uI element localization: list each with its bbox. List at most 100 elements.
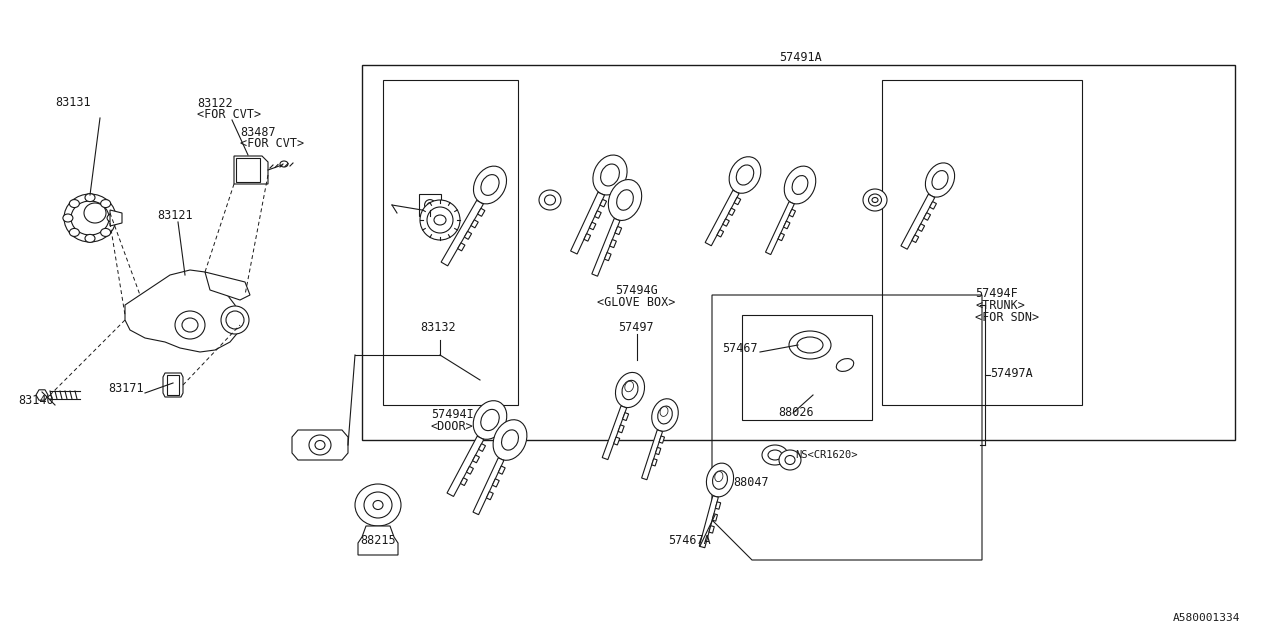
Text: NS<CR1620>: NS<CR1620> (795, 450, 858, 460)
Ellipse shape (69, 228, 79, 236)
Text: 57497: 57497 (618, 321, 654, 333)
Bar (584, 234, 590, 241)
Ellipse shape (227, 311, 244, 329)
Ellipse shape (69, 200, 79, 207)
Text: 57467: 57467 (722, 342, 758, 355)
Bar (918, 224, 924, 232)
Polygon shape (163, 373, 183, 397)
Ellipse shape (502, 430, 518, 450)
Ellipse shape (315, 440, 325, 449)
Bar (929, 202, 937, 209)
Ellipse shape (493, 420, 527, 460)
Ellipse shape (434, 215, 445, 225)
Ellipse shape (428, 203, 433, 207)
Text: 83121: 83121 (157, 209, 192, 221)
Ellipse shape (730, 157, 760, 193)
Text: 57491A: 57491A (778, 51, 822, 63)
Bar (479, 444, 485, 451)
Ellipse shape (101, 200, 110, 207)
Ellipse shape (84, 203, 106, 223)
Ellipse shape (660, 406, 668, 417)
Bar (716, 502, 721, 509)
Bar (613, 437, 620, 445)
Bar (705, 190, 739, 246)
Ellipse shape (797, 337, 823, 353)
Ellipse shape (869, 194, 882, 206)
Text: 88215: 88215 (360, 534, 396, 547)
Ellipse shape (175, 311, 205, 339)
Bar (166, 375, 179, 395)
Bar (614, 227, 622, 235)
Text: A580001334: A580001334 (1172, 613, 1240, 623)
Ellipse shape (108, 214, 116, 222)
Ellipse shape (544, 195, 556, 205)
Ellipse shape (474, 401, 507, 439)
Polygon shape (125, 270, 241, 352)
Bar (236, 158, 260, 182)
Text: <FOR CVT>: <FOR CVT> (241, 136, 305, 150)
Bar (571, 192, 604, 254)
Ellipse shape (925, 163, 955, 197)
Ellipse shape (481, 175, 499, 195)
Text: <TRUNK>: <TRUNK> (975, 298, 1025, 312)
Bar (458, 243, 465, 251)
Bar (765, 202, 795, 255)
Bar (600, 200, 607, 207)
Ellipse shape (221, 306, 250, 334)
Bar (652, 459, 657, 466)
Text: 57497A: 57497A (989, 367, 1033, 380)
Bar (641, 430, 663, 480)
Ellipse shape (785, 166, 815, 204)
Ellipse shape (420, 200, 460, 240)
Bar (472, 455, 480, 463)
Ellipse shape (593, 155, 627, 195)
Bar (498, 466, 506, 474)
Ellipse shape (863, 189, 887, 211)
Polygon shape (205, 272, 250, 300)
Ellipse shape (788, 331, 831, 359)
Bar (591, 218, 620, 276)
Ellipse shape (836, 358, 854, 371)
Bar (383, 80, 518, 405)
Bar (924, 212, 931, 220)
Ellipse shape (481, 410, 499, 431)
Polygon shape (36, 390, 49, 400)
Text: 88026: 88026 (778, 406, 814, 419)
Bar (783, 221, 790, 228)
Bar (362, 65, 1235, 440)
Ellipse shape (622, 380, 637, 399)
Bar (712, 514, 718, 521)
Bar (709, 525, 714, 533)
Text: 57494G: 57494G (614, 284, 658, 296)
Bar (778, 233, 785, 241)
Bar (788, 209, 795, 217)
Ellipse shape (101, 228, 110, 236)
Polygon shape (234, 156, 268, 184)
Ellipse shape (652, 399, 678, 431)
Bar (466, 467, 474, 474)
Ellipse shape (736, 165, 754, 185)
Ellipse shape (780, 450, 801, 470)
Text: 57494I: 57494I (430, 408, 474, 422)
Ellipse shape (182, 318, 198, 332)
Bar (447, 436, 484, 497)
Ellipse shape (785, 456, 795, 465)
Bar (699, 496, 718, 548)
Text: <FOR CVT>: <FOR CVT> (197, 108, 261, 120)
Bar (486, 492, 493, 500)
Ellipse shape (372, 500, 383, 509)
Bar (742, 315, 872, 420)
Ellipse shape (600, 164, 620, 186)
Ellipse shape (872, 198, 878, 202)
Bar (622, 413, 628, 420)
Ellipse shape (792, 175, 808, 195)
Text: 83487: 83487 (241, 125, 275, 138)
Ellipse shape (428, 207, 453, 233)
Text: 83122: 83122 (197, 97, 233, 109)
Ellipse shape (608, 180, 641, 220)
Ellipse shape (714, 472, 723, 482)
Ellipse shape (70, 201, 109, 235)
Bar (461, 478, 467, 486)
Ellipse shape (707, 463, 733, 497)
Text: 88047: 88047 (733, 477, 768, 490)
